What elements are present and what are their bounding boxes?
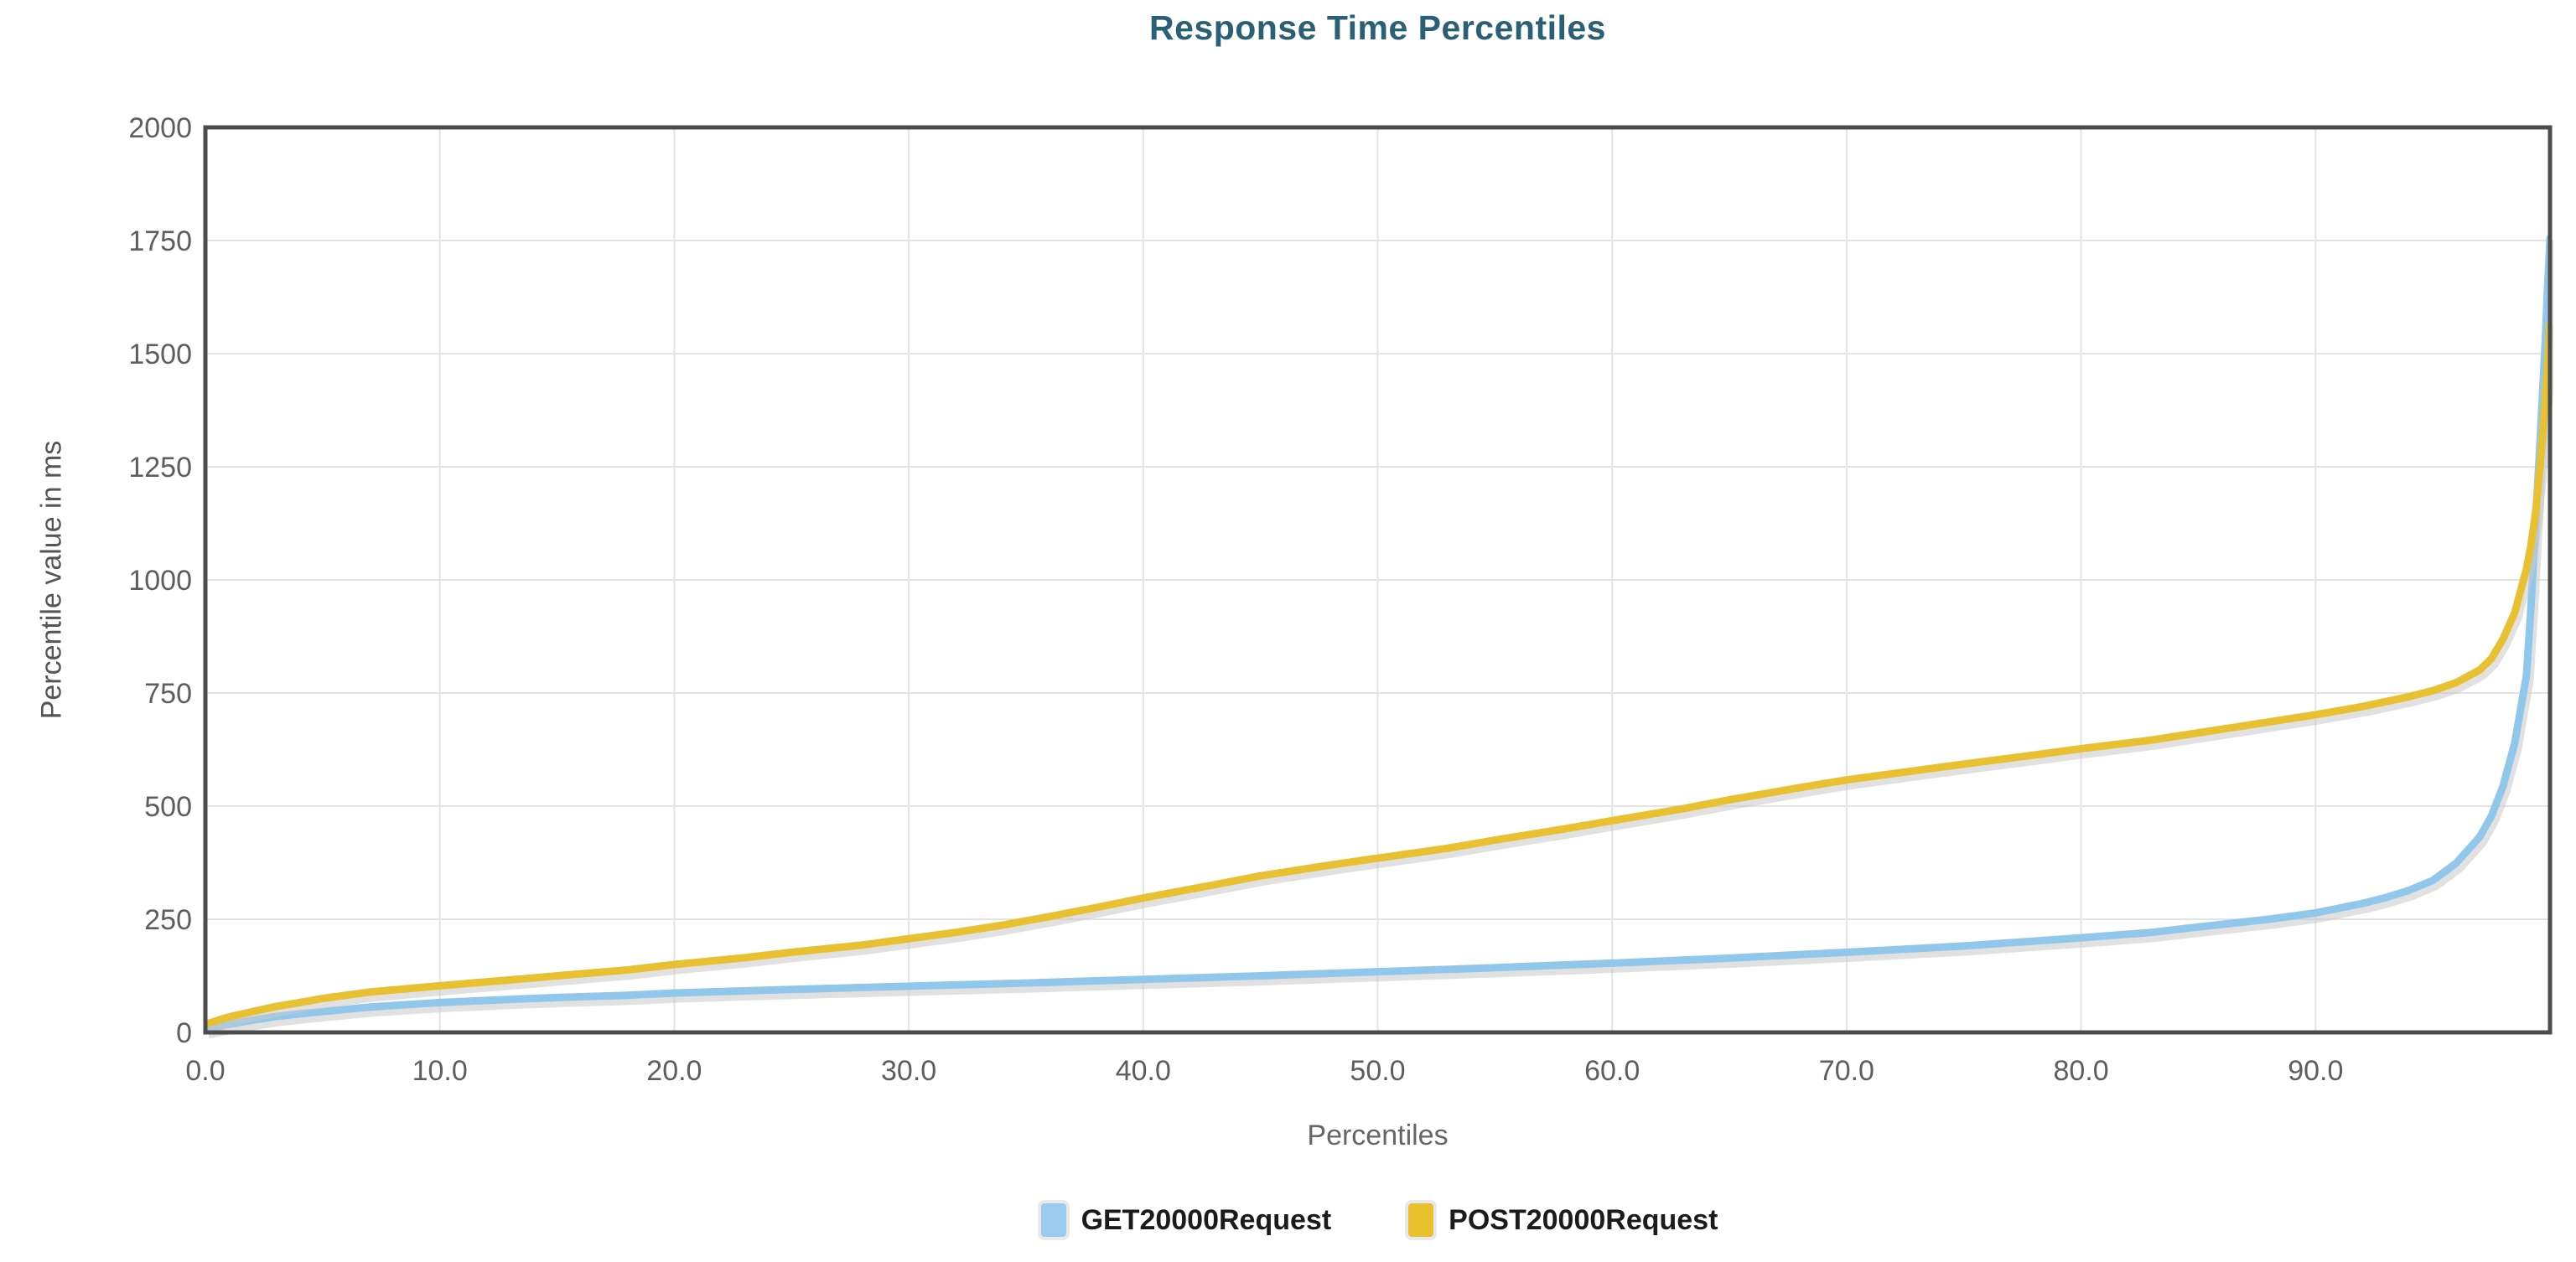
x-tick-label: 30.0 — [881, 1055, 936, 1087]
y-tick-label: 500 — [144, 791, 192, 823]
y-tick-label: 1750 — [128, 225, 192, 257]
x-tick-label: 10.0 — [412, 1055, 468, 1087]
series-line-post20000request — [205, 320, 2550, 1028]
series-shadow-get20000request — [209, 240, 2553, 1038]
x-tick-label: 90.0 — [2288, 1055, 2343, 1087]
y-tick-label: 750 — [144, 678, 192, 710]
legend-label-post: POST20000Request — [1449, 1203, 1718, 1236]
y-tick-label: 0 — [176, 1017, 192, 1049]
plot-border — [203, 125, 2553, 1035]
y-tick-label: 1500 — [128, 339, 192, 370]
get-series-swatch-icon — [1037, 1200, 1070, 1240]
y-tick-label: 1000 — [128, 565, 192, 597]
legend: GET20000Request POST20000Request — [205, 1200, 2550, 1240]
series-line-get20000request — [205, 234, 2550, 1032]
x-tick-label: 0.0 — [185, 1055, 225, 1087]
x-tick-label: 80.0 — [2054, 1055, 2109, 1087]
legend-item-post20000request[interactable]: POST20000Request — [1405, 1200, 1718, 1240]
legend-label-get: GET20000Request — [1081, 1203, 1332, 1236]
y-axis-title: Percentile value in ms — [35, 440, 68, 720]
x-tick-label: 70.0 — [1819, 1055, 1874, 1087]
y-tick-label: 1250 — [128, 452, 192, 484]
y-tick-label: 2000 — [128, 112, 192, 144]
x-tick-label: 50.0 — [1350, 1055, 1405, 1087]
x-tick-label: 40.0 — [1116, 1055, 1171, 1087]
x-axis-title: Percentiles — [1307, 1120, 1449, 1151]
series-shadow-post20000request — [209, 326, 2553, 1034]
legend-item-get20000request[interactable]: GET20000Request — [1037, 1200, 1332, 1240]
y-tick-label: 250 — [144, 904, 192, 936]
x-tick-label: 60.0 — [1584, 1055, 1640, 1087]
x-tick-label: 20.0 — [646, 1055, 702, 1087]
chart-title: Response Time Percentiles — [1149, 8, 1606, 47]
post-series-swatch-icon — [1405, 1200, 1438, 1240]
